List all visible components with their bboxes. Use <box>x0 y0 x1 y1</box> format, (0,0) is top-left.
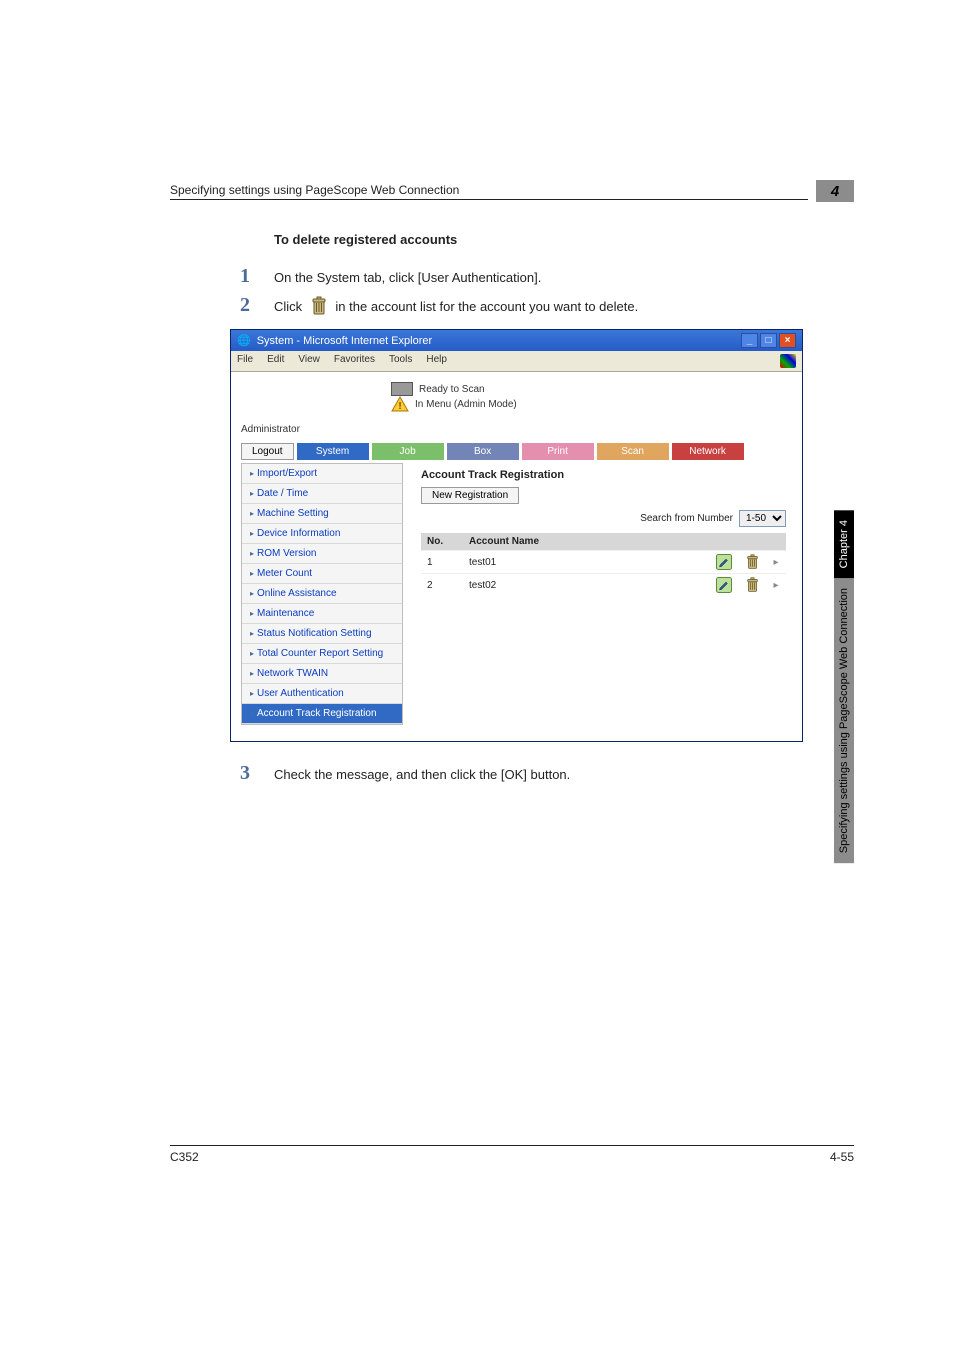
tab-box[interactable]: Box <box>447 443 519 460</box>
ie-flag-icon <box>780 354 796 368</box>
step-1-text: On the System tab, click [User Authentic… <box>274 270 541 285</box>
step-3-text: Check the message, and then click the [O… <box>274 767 570 782</box>
col-name: Account Name <box>463 533 710 551</box>
tab-print[interactable]: Print <box>522 443 594 460</box>
sidebar-item-meter[interactable]: Meter Count <box>242 564 402 584</box>
sidebar-item-maint[interactable]: Maintenance <box>242 604 402 624</box>
menu-help[interactable]: Help <box>426 354 447 368</box>
sidebar-item-status[interactable]: Status Notification Setting <box>242 624 402 644</box>
main-panel: Account Track Registration New Registrat… <box>409 463 792 725</box>
trash-icon <box>310 296 328 319</box>
sidebar-item-twain[interactable]: Network TWAIN <box>242 664 402 684</box>
footer-left: C352 <box>170 1150 199 1164</box>
chapter-number: 4 <box>816 180 854 202</box>
tab-job[interactable]: Job <box>372 443 444 460</box>
sidebar-item-userauth[interactable]: User Authentication <box>242 684 402 704</box>
edit-icon[interactable] <box>716 577 732 593</box>
side-tab: Chapter 4 Specifying settings using Page… <box>834 510 854 864</box>
menu-file[interactable]: File <box>237 354 253 368</box>
cell-no: 2 <box>421 574 463 597</box>
cell-no: 1 <box>421 551 463 574</box>
status-mode: In Menu (Admin Mode) <box>415 399 517 410</box>
step-2-text: Click in the account list for the accoun… <box>274 296 638 319</box>
step-1-number: 1 <box>230 265 250 288</box>
cell-name: test01 <box>463 551 710 574</box>
svg-text:!: ! <box>398 401 401 412</box>
maximize-button[interactable]: □ <box>760 333 777 348</box>
step-3-number: 3 <box>230 762 250 785</box>
sidebar-item-device[interactable]: Device Information <box>242 524 402 544</box>
row-arrow-icon: ▸ <box>766 551 786 574</box>
ie-app-icon: 🌐 <box>237 334 251 347</box>
tab-scan[interactable]: Scan <box>597 443 669 460</box>
col-no: No. <box>421 533 463 551</box>
sidebar: Import/Export Date / Time Machine Settin… <box>241 463 403 725</box>
footer-right: 4-55 <box>830 1150 854 1164</box>
side-tab-section: Specifying settings using PageScope Web … <box>834 578 854 863</box>
step-2-pre: Click <box>274 299 302 314</box>
new-registration-button[interactable]: New Registration <box>421 487 519 504</box>
tab-system[interactable]: System <box>297 443 369 460</box>
step-2-number: 2 <box>230 294 250 317</box>
sidebar-item-machine[interactable]: Machine Setting <box>242 504 402 524</box>
sidebar-item-date[interactable]: Date / Time <box>242 484 402 504</box>
menu-view[interactable]: View <box>298 354 320 368</box>
cell-name: test02 <box>463 574 710 597</box>
status-ready: Ready to Scan <box>419 384 485 395</box>
edit-icon[interactable] <box>716 554 732 570</box>
search-select[interactable]: 1-50 <box>739 510 786 527</box>
sidebar-item-counter[interactable]: Total Counter Report Setting <box>242 644 402 664</box>
delete-icon[interactable] <box>744 577 760 593</box>
sidebar-item-online[interactable]: Online Assistance <box>242 584 402 604</box>
logout-button[interactable]: Logout <box>241 443 294 460</box>
sidebar-item-account-track[interactable]: Account Track Registration <box>242 704 402 724</box>
printer-icon <box>391 382 413 396</box>
page-footer: C352 4-55 <box>170 1145 854 1164</box>
step-2-post: in the account list for the account you … <box>335 299 638 314</box>
warn-icon: ! <box>391 396 409 412</box>
row-arrow-icon: ▸ <box>766 574 786 597</box>
menu-edit[interactable]: Edit <box>267 354 284 368</box>
menu-tools[interactable]: Tools <box>389 354 412 368</box>
ie-menubar: File Edit View Favorites Tools Help <box>231 351 802 372</box>
table-row: 2 test02 ▸ <box>421 574 786 597</box>
menu-favorites[interactable]: Favorites <box>334 354 375 368</box>
table-row: 1 test01 ▸ <box>421 551 786 574</box>
tab-network[interactable]: Network <box>672 443 744 460</box>
sidebar-item-rom[interactable]: ROM Version <box>242 544 402 564</box>
ie-titlebar: 🌐 System - Microsoft Internet Explorer _… <box>231 330 802 351</box>
account-table: No. Account Name 1 test01 ▸ <box>421 533 786 596</box>
close-button[interactable]: × <box>779 333 796 348</box>
sidebar-item-import[interactable]: Import/Export <box>242 464 402 484</box>
ie-window: 🌐 System - Microsoft Internet Explorer _… <box>230 329 803 742</box>
minimize-button[interactable]: _ <box>741 333 758 348</box>
admin-label: Administrator <box>241 424 792 435</box>
main-heading: Account Track Registration <box>421 469 786 481</box>
ie-title-text: System - Microsoft Internet Explorer <box>257 335 735 347</box>
chapter-title: Specifying settings using PageScope Web … <box>170 183 808 200</box>
side-tab-chapter: Chapter 4 <box>834 510 854 578</box>
section-subhead: To delete registered accounts <box>274 232 854 247</box>
delete-icon[interactable] <box>744 554 760 570</box>
search-label: Search from Number <box>640 513 733 524</box>
